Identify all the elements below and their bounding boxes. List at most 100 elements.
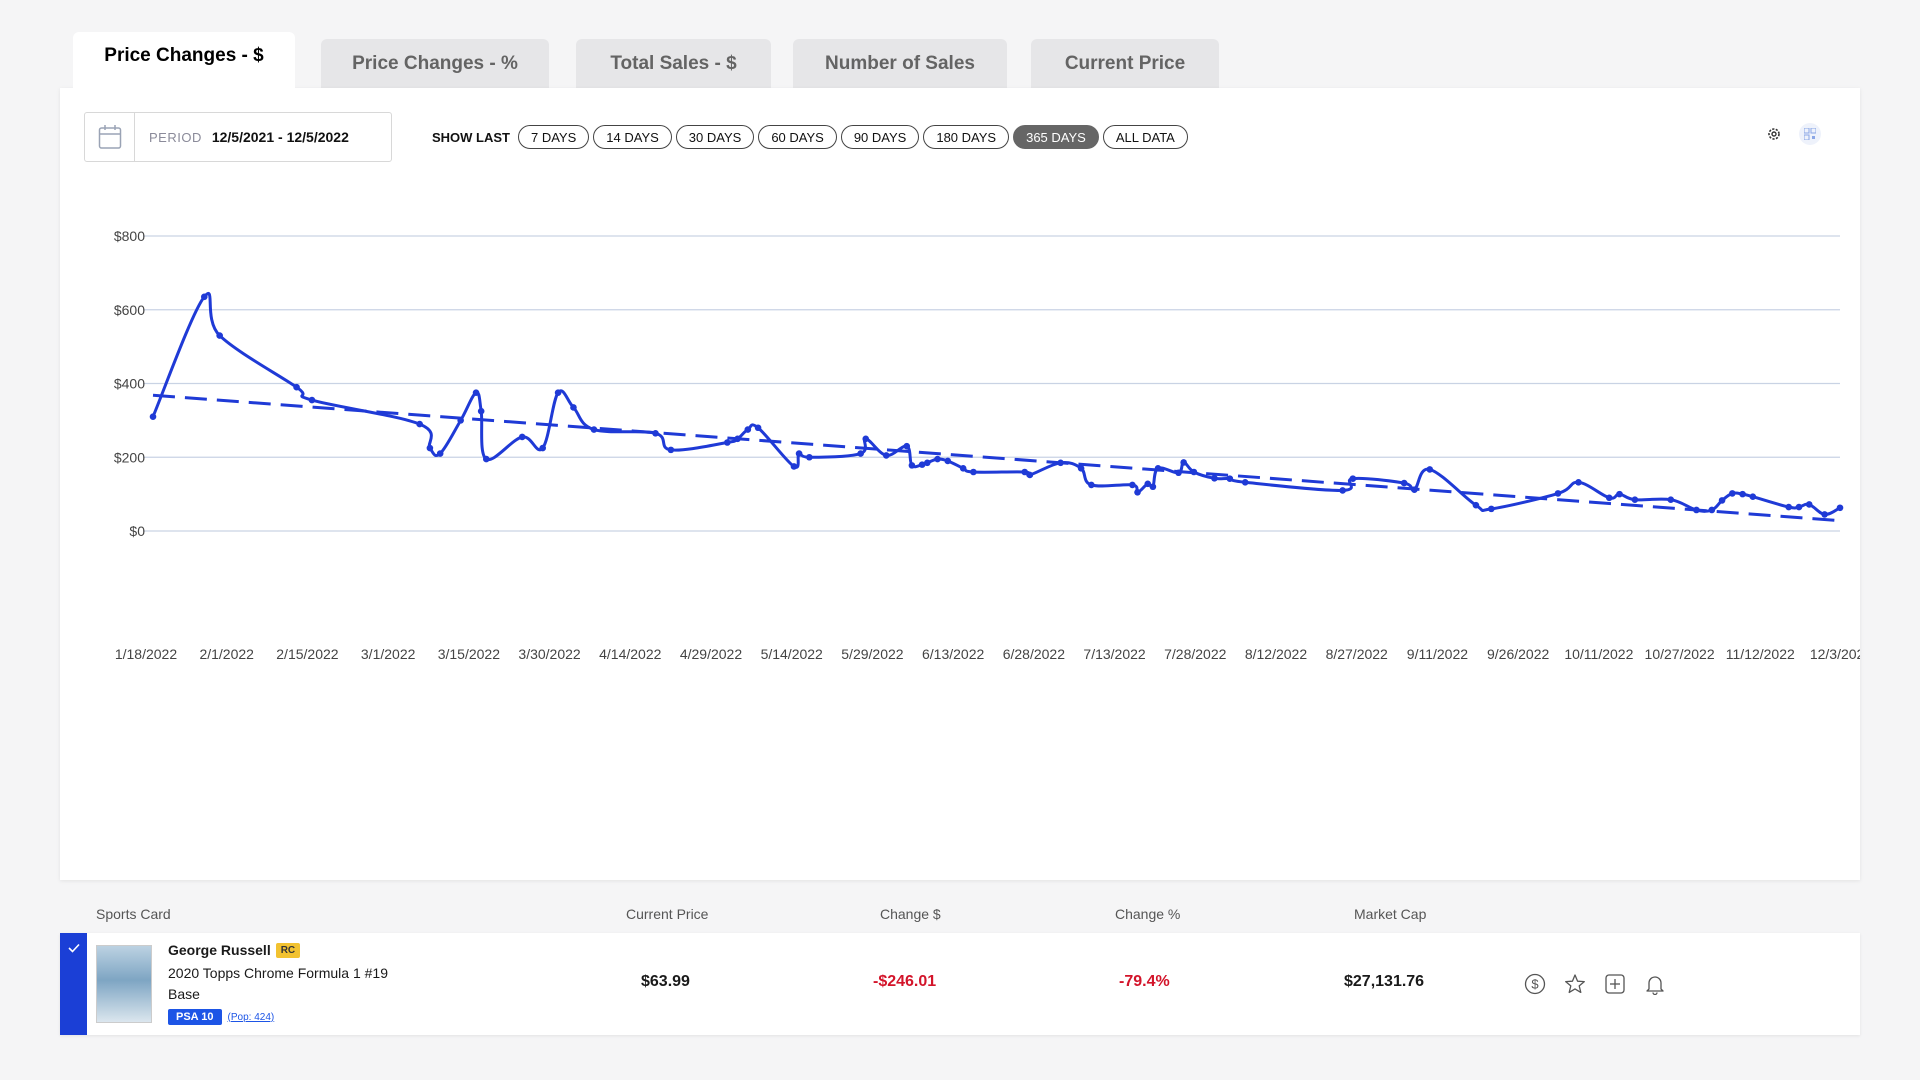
data-point[interactable] [1739,490,1746,498]
table-row[interactable]: George Russell RC 2020 Topps Chrome Form… [60,933,1860,1035]
gear-icon[interactable] [1766,126,1782,142]
data-point[interactable] [862,435,870,443]
range-60-days-button[interactable]: 60 DAYS [758,125,837,149]
range-14-days-button[interactable]: 14 DAYS [593,125,672,149]
data-point[interactable] [436,450,444,457]
data-point[interactable] [1241,479,1249,486]
data-point[interactable] [1211,474,1218,482]
header-current-price[interactable]: Current Price [626,906,709,922]
data-point[interactable] [1190,468,1198,476]
add-icon[interactable] [1604,973,1626,995]
data-point[interactable] [1021,468,1029,476]
range-30-days-button[interactable]: 30 DAYS [675,125,755,149]
data-point[interactable] [652,429,659,437]
data-point[interactable] [1631,496,1639,503]
data-point[interactable] [1729,490,1736,497]
data-point[interactable] [744,426,752,433]
period-picker[interactable]: PERIOD 12/5/2021 - 12/5/2022 [84,112,392,162]
data-point[interactable] [1708,506,1716,514]
data-point[interactable] [1129,481,1136,489]
data-point[interactable] [1077,465,1085,472]
data-point[interactable] [1088,481,1095,489]
tab-total-sales[interactable]: Total Sales - $ [576,39,771,89]
data-point[interactable] [472,389,480,397]
range-90-days-button[interactable]: 90 DAYS [840,125,920,149]
header-market-cap[interactable]: Market Cap [1354,906,1427,922]
data-point[interactable] [1616,490,1623,498]
player-name[interactable]: George Russell RC [168,942,301,958]
data-point[interactable] [477,407,485,415]
data-point[interactable] [426,444,434,452]
data-point[interactable] [1175,469,1182,477]
data-point[interactable] [1667,496,1675,503]
data-point[interactable] [1339,487,1346,494]
data-point[interactable] [1149,483,1157,491]
data-point[interactable] [754,424,762,432]
card-thumbnail[interactable] [96,945,152,1023]
data-point[interactable] [1426,466,1434,473]
data-point[interactable] [908,462,916,469]
data-point[interactable] [200,293,208,301]
data-point[interactable] [806,453,813,461]
tab-number-of-sales[interactable]: Number of Sales [793,39,1007,89]
data-point[interactable] [1400,479,1408,487]
data-point[interactable] [1605,494,1613,502]
header-change-dollar[interactable]: Change $ [880,906,941,922]
data-point[interactable] [1411,486,1418,494]
data-point[interactable] [944,457,952,465]
data-point[interactable] [959,465,967,472]
data-point[interactable] [918,461,926,468]
data-point[interactable] [1057,459,1064,467]
data-point[interactable] [1180,459,1187,466]
data-point[interactable] [570,404,577,411]
data-point[interactable] [416,420,423,428]
data-point[interactable] [518,433,526,441]
data-point[interactable] [1349,475,1357,482]
header-change-percent[interactable]: Change % [1115,906,1181,922]
data-point[interactable] [457,417,464,424]
data-point[interactable] [1144,480,1152,488]
header-sports-card[interactable]: Sports Card [96,906,171,922]
data-point[interactable] [667,446,675,454]
data-point[interactable] [1821,511,1828,518]
data-point[interactable] [590,426,598,433]
data-point[interactable] [923,459,931,467]
star-icon[interactable] [1564,973,1586,995]
calendar-icon[interactable] [85,113,135,161]
data-point[interactable] [1154,465,1162,472]
row-select-checkbox[interactable] [60,933,87,1035]
range-365-days-button[interactable]: 365 DAYS [1013,125,1099,149]
data-point[interactable] [1026,471,1034,479]
data-point[interactable] [734,435,741,443]
data-point[interactable] [1805,501,1813,508]
qr-icon[interactable] [1799,123,1821,145]
data-point[interactable] [1134,488,1141,496]
data-point[interactable] [1836,504,1844,512]
data-point[interactable] [539,444,547,452]
data-point[interactable] [149,413,157,420]
data-point[interactable] [1693,506,1700,514]
data-point[interactable] [882,452,890,459]
data-point[interactable] [1785,503,1793,511]
data-point[interactable] [293,383,300,391]
range-180-days-button[interactable]: 180 DAYS [923,125,1010,149]
bell-icon[interactable] [1644,973,1666,996]
range-all-data-button[interactable]: ALL DATA [1102,125,1188,149]
data-point[interactable] [934,455,941,463]
tab-price-changes-dollar[interactable]: Price Changes - $ [73,32,295,89]
data-point[interactable] [1749,493,1757,501]
dollar-icon[interactable]: $ [1524,973,1546,995]
data-point[interactable] [903,442,911,450]
data-point[interactable] [970,468,977,476]
data-point[interactable] [1472,501,1480,509]
data-point[interactable] [790,463,798,470]
data-point[interactable] [723,439,731,446]
data-point[interactable] [795,450,803,457]
data-point[interactable] [308,396,316,404]
data-point[interactable] [1795,503,1803,511]
data-point[interactable] [1226,475,1234,482]
data-point[interactable] [1575,479,1582,486]
data-point[interactable] [1488,505,1495,513]
data-point[interactable] [1554,490,1562,497]
data-point[interactable] [857,450,864,457]
